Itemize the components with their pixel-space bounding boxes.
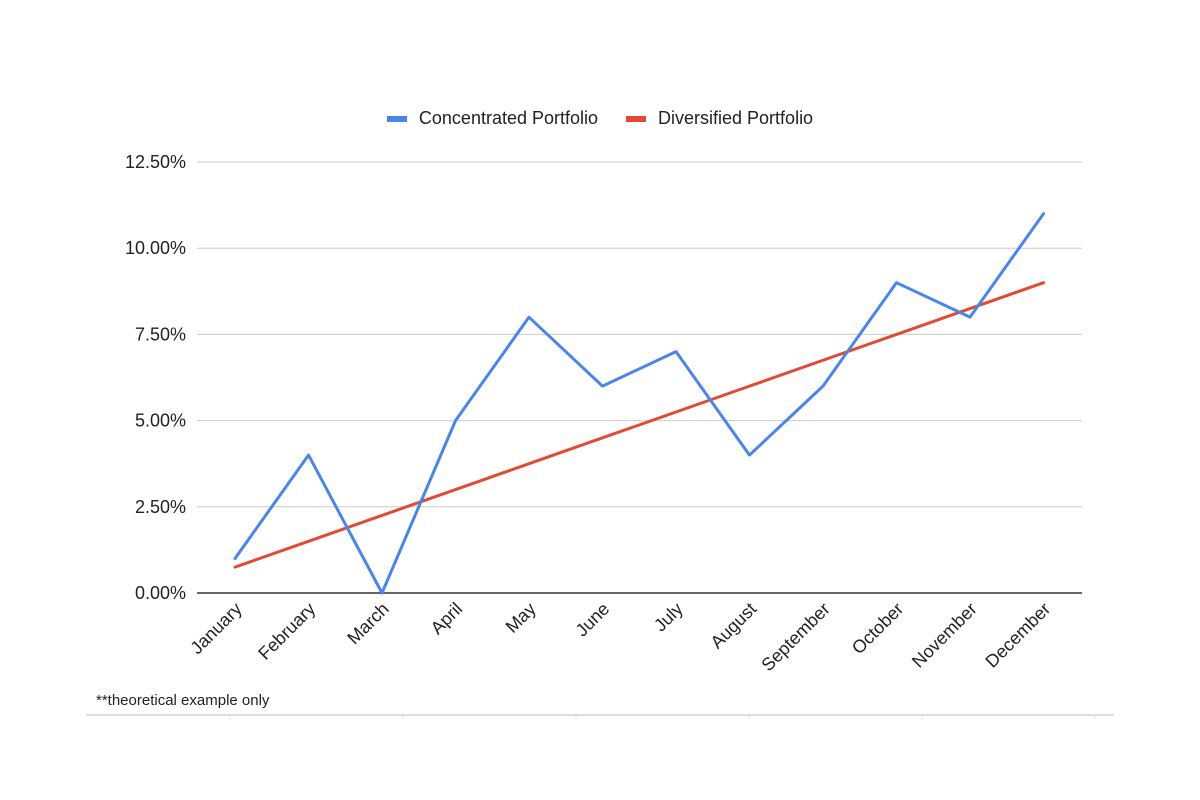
y-tick-label: 7.50% [135, 324, 186, 344]
y-tick-label: 2.50% [135, 497, 186, 517]
legend-item-diversified: Diversified Portfolio [626, 108, 813, 129]
x-tick-label: February [254, 599, 319, 664]
y-tick-label: 10.00% [125, 238, 186, 258]
x-tick-label: November [908, 599, 981, 672]
x-tick-label: July [650, 599, 687, 636]
series-line-diversified [233, 281, 1045, 569]
x-tick-label: September [757, 599, 833, 675]
y-tick-label: 12.50% [125, 152, 186, 172]
series-line-concentrated [233, 212, 1045, 595]
y-tick-label: 0.00% [135, 583, 186, 603]
legend-swatch-diversified [626, 115, 647, 122]
legend-item-concentrated: Concentrated Portfolio [386, 108, 599, 129]
y-tick-label: 5.00% [135, 411, 186, 431]
legend-swatch-concentrated [386, 115, 407, 122]
legend: Concentrated Portfolio Diversified Portf… [0, 108, 1200, 129]
x-tick-label: June [572, 599, 614, 641]
legend-label-diversified: Diversified Portfolio [658, 108, 814, 128]
x-tick-label: October [848, 599, 907, 658]
footnote: **theoretical example only [96, 692, 270, 709]
x-tick-label: December [981, 599, 1054, 672]
legend-label-concentrated: Concentrated Portfolio [418, 108, 599, 128]
x-tick-label: January [186, 599, 245, 658]
x-tick-label: March [343, 599, 393, 649]
x-tick-label: August [707, 599, 761, 653]
x-tick-label: April [427, 599, 467, 639]
x-tick-label: May [502, 599, 540, 637]
